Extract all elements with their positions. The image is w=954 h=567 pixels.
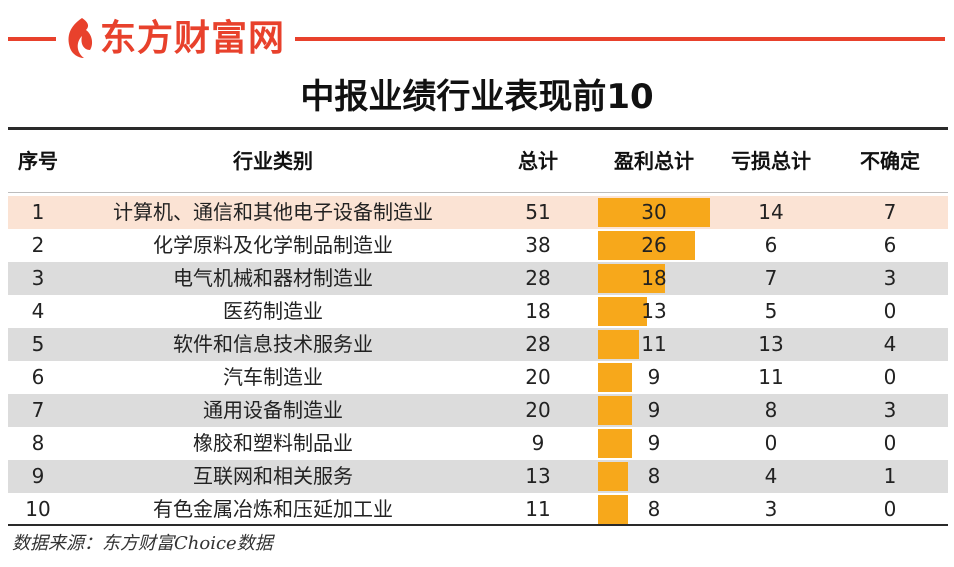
cell-total: 13 (525, 464, 551, 488)
cell-rank: 10 (25, 497, 51, 521)
cell-total: 11 (525, 497, 551, 521)
profit-bar (598, 264, 666, 293)
cell-loss: 11 (758, 365, 784, 389)
cell-loss: 14 (758, 200, 784, 224)
profit-bar (598, 462, 628, 491)
cell-rank: 3 (31, 266, 45, 290)
cell-loss: 0 (764, 431, 778, 455)
cell-profit: 13 (641, 299, 667, 323)
cell-profit: 9 (647, 365, 661, 389)
profit-bar (598, 396, 632, 425)
table-row: 8 橡胶和塑料制品业 9 9 0 0 (8, 427, 948, 460)
cell-profit: 9 (647, 431, 661, 455)
cell-uncertain: 3 (883, 266, 897, 290)
profit-bar (598, 330, 640, 359)
source-note: 数据来源：东方财富Choice数据 (12, 533, 273, 554)
cell-total: 20 (525, 398, 551, 422)
cell-uncertain: 0 (883, 497, 897, 521)
table-row: 6 汽车制造业 20 9 11 0 (8, 361, 948, 394)
cell-industry: 化学原料及化学制品制造业 (153, 233, 393, 257)
cell-profit: 30 (641, 200, 667, 224)
cell-loss: 13 (758, 332, 784, 356)
table-row: 7 通用设备制造业 20 9 8 3 (8, 394, 948, 427)
brand-line-right (295, 37, 945, 41)
table-row: 3 电气机械和器材制造业 28 18 7 3 (8, 262, 948, 295)
profit-bar (598, 297, 647, 326)
cell-uncertain: 0 (883, 299, 897, 323)
cell-rank: 7 (31, 398, 45, 422)
cell-rank: 1 (31, 200, 45, 224)
profit-bar (598, 231, 696, 260)
cell-industry: 计算机、通信和其他电子设备制造业 (113, 200, 433, 224)
table-row: 4 医药制造业 18 13 5 0 (8, 295, 948, 328)
cell-total: 28 (525, 266, 551, 290)
cell-uncertain: 1 (883, 464, 897, 488)
table-top-rule (8, 127, 948, 130)
cell-profit: 8 (647, 464, 661, 488)
cell-industry: 汽车制造业 (223, 365, 323, 389)
cell-total: 18 (525, 299, 551, 323)
header-uncertain: 不确定 (860, 149, 920, 173)
cell-loss: 4 (764, 464, 778, 488)
table-row: 1 计算机、通信和其他电子设备制造业 51 30 14 7 (8, 196, 948, 229)
brand-name: 东方财富网 (100, 18, 286, 59)
cell-uncertain: 4 (883, 332, 897, 356)
table-bottom-rule (8, 524, 948, 526)
cell-rank: 9 (31, 464, 45, 488)
cell-profit: 8 (647, 497, 661, 521)
cell-loss: 6 (764, 233, 778, 257)
brand-line-left (8, 37, 56, 41)
cell-total: 9 (531, 431, 545, 455)
cell-industry: 软件和信息技术服务业 (173, 332, 373, 356)
cell-uncertain: 7 (883, 200, 897, 224)
header-profit: 盈利总计 (614, 149, 694, 173)
cell-industry: 电气机械和器材制造业 (173, 266, 373, 290)
cell-industry: 橡胶和塑料制品业 (193, 431, 353, 455)
profit-bar (598, 198, 710, 227)
cell-total: 28 (525, 332, 551, 356)
cell-industry: 有色金属冶炼和压延加工业 (153, 497, 393, 521)
cell-uncertain: 0 (883, 431, 897, 455)
cell-profit: 11 (641, 332, 667, 356)
header-total: 总计 (518, 149, 558, 173)
header-industry: 行业类别 (233, 149, 313, 173)
cell-rank: 6 (31, 365, 45, 389)
cell-uncertain: 3 (883, 398, 897, 422)
cell-industry: 互联网和相关服务 (193, 464, 353, 488)
profit-bar (598, 495, 628, 524)
cell-profit: 18 (641, 266, 667, 290)
cell-profit: 9 (647, 398, 661, 422)
cell-uncertain: 0 (883, 365, 897, 389)
table-row: 5 软件和信息技术服务业 28 11 13 4 (8, 328, 948, 361)
cell-rank: 2 (31, 233, 45, 257)
brand-header: 东方财富网 (0, 0, 954, 80)
profit-bar (598, 429, 632, 458)
table-row: 9 互联网和相关服务 13 8 4 1 (8, 460, 948, 493)
cell-total: 20 (525, 365, 551, 389)
profit-bar (598, 363, 632, 392)
cell-loss: 7 (764, 266, 778, 290)
cell-profit: 26 (641, 233, 667, 257)
cell-total: 38 (525, 233, 551, 257)
cell-industry: 医药制造业 (223, 299, 323, 323)
table-row: 2 化学原料及化学制品制造业 38 26 6 6 (8, 229, 948, 262)
cell-total: 51 (525, 200, 551, 224)
cell-uncertain: 6 (883, 233, 897, 257)
flame-logo-icon (68, 18, 93, 58)
header-rule (8, 192, 948, 193)
cell-rank: 5 (31, 332, 45, 356)
cell-loss: 8 (764, 398, 778, 422)
table-header: 序号 行业类别 总计 盈利总计 亏损总计 不确定 (0, 140, 954, 182)
header-loss: 亏损总计 (731, 149, 811, 173)
header-rank: 序号 (18, 149, 58, 173)
cell-loss: 3 (764, 497, 778, 521)
cell-rank: 8 (31, 431, 45, 455)
cell-loss: 5 (764, 299, 778, 323)
page-title: 中报业绩行业表现前10 (300, 77, 654, 117)
table-row: 10 有色金属冶炼和压延加工业 11 8 3 0 (8, 493, 948, 526)
cell-industry: 通用设备制造业 (203, 398, 343, 422)
cell-rank: 4 (31, 299, 45, 323)
